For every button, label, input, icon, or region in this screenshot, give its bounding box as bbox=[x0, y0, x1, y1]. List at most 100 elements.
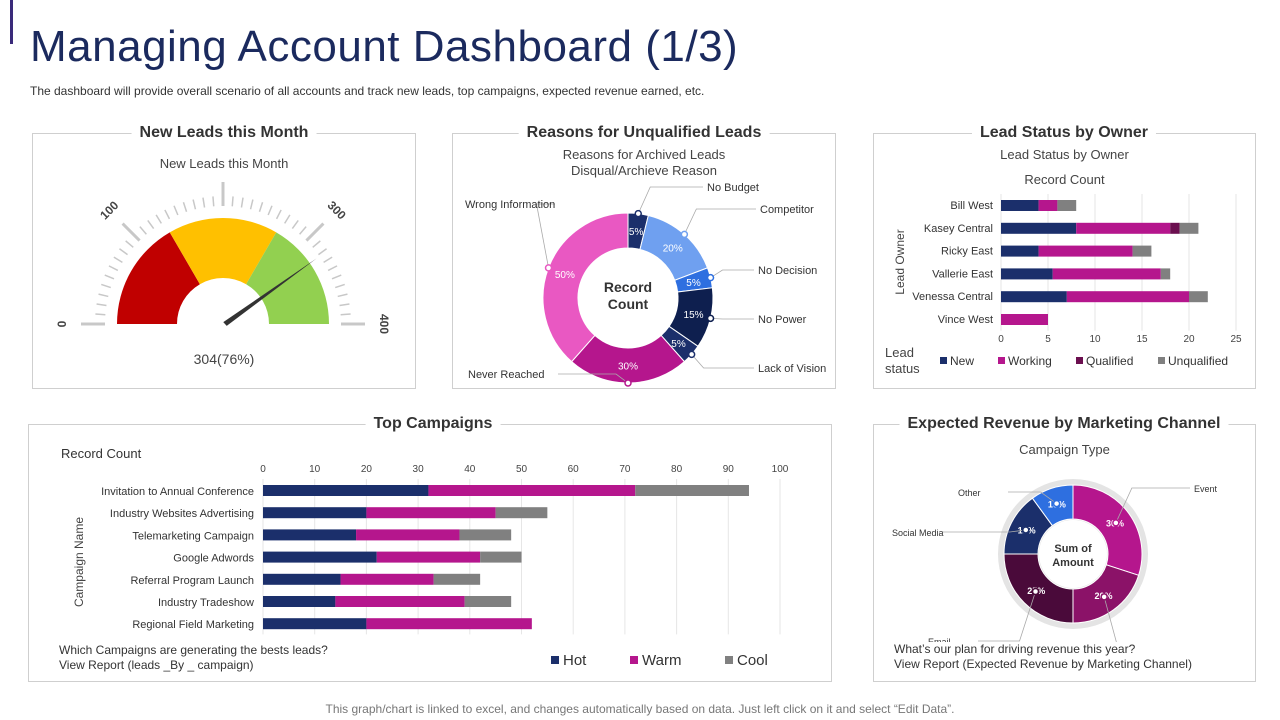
gauge-needle bbox=[223, 258, 317, 326]
owner-category-label: Vallerie East bbox=[932, 268, 993, 280]
owner-bar-working bbox=[1038, 200, 1058, 211]
gauge-band-0 bbox=[117, 232, 200, 324]
gauge-chart[interactable]: 0100200300400 bbox=[33, 174, 413, 374]
campaigns-record-count: Record Count bbox=[61, 446, 142, 461]
campaign-y-axis-label: Campaign Name bbox=[72, 517, 86, 607]
campaign-x-tick: 20 bbox=[361, 464, 373, 475]
reasons-marker bbox=[634, 209, 642, 218]
campaigns-view-report-link[interactable]: View Report (leads _By _ campaign) bbox=[59, 658, 254, 672]
reasons-slice-pct: 5% bbox=[629, 227, 644, 238]
owner-bar-unqualified bbox=[1132, 245, 1152, 257]
unqualified-chart-subtitle: Disqual/Archieve Reason bbox=[571, 163, 717, 178]
gauge-minor-tick bbox=[147, 220, 155, 229]
gauge-minor-tick bbox=[192, 199, 197, 210]
reasons-marker bbox=[706, 314, 715, 323]
revenue-slice-label: Social Media bbox=[892, 528, 944, 538]
gauge-minor-tick bbox=[258, 202, 264, 213]
campaign-bar-hot bbox=[263, 551, 377, 563]
campaign-legend-label: Hot bbox=[563, 652, 587, 669]
gauge-minor-tick bbox=[113, 256, 123, 263]
campaign-bar-cool bbox=[464, 596, 512, 607]
owner-legend-swatch bbox=[998, 357, 1005, 364]
reasons-slice-pct: 5% bbox=[686, 278, 701, 289]
top-campaigns-bar-chart[interactable]: 0 10 20 30 40 50 60 70 80 90 100 Invitation to Annu… bbox=[29, 455, 829, 670]
gauge-tick-label: 0 bbox=[55, 320, 69, 327]
owner-bar-unqualified bbox=[1189, 291, 1208, 303]
gauge-band-2 bbox=[246, 232, 329, 324]
gauge-minor-tick bbox=[164, 209, 171, 220]
gauge-minor-tick bbox=[323, 256, 333, 263]
owner-y-axis-label: Lead Owner bbox=[893, 229, 907, 294]
revenue-leader-line bbox=[1008, 491, 1057, 504]
gauge-title: New Leads this Month bbox=[159, 156, 289, 171]
owner-x-tick: 5 bbox=[1045, 334, 1051, 345]
owner-bar-working bbox=[1052, 268, 1161, 280]
gauge-minor-tick bbox=[299, 226, 307, 235]
gauge-minor-tick bbox=[125, 240, 134, 248]
gauge-minor-tick bbox=[155, 214, 162, 224]
reasons-leader-line bbox=[637, 186, 703, 214]
reasons-slice-pct: 15% bbox=[684, 310, 704, 321]
top-campaigns-panel: Top Campaigns Record Count 0 10 20 30 40 50 60… bbox=[28, 415, 832, 682]
campaign-legend-label: Cool bbox=[737, 652, 768, 669]
owner-legend-label: Working bbox=[1008, 354, 1052, 368]
campaign-bar-cool bbox=[459, 529, 512, 541]
gauge-minor-tick bbox=[240, 197, 244, 208]
campaign-x-tick: 100 bbox=[772, 464, 789, 475]
reasons-marker bbox=[624, 379, 632, 387]
owner-bar-working bbox=[1066, 291, 1189, 303]
gauge-minor-tick bbox=[95, 313, 106, 316]
campaign-bar-hot bbox=[263, 573, 341, 585]
owner-legend-label: New bbox=[950, 354, 974, 368]
reasons-slice-pct: 5% bbox=[671, 339, 686, 350]
revenue-leader-line bbox=[978, 591, 1036, 642]
new-leads-panel-title: New Leads this Month bbox=[131, 124, 317, 142]
revenue-slice-label: Other bbox=[958, 488, 981, 498]
campaign-bar-warm bbox=[366, 618, 532, 630]
gauge-band-1 bbox=[169, 218, 277, 285]
revenue-leader-line bbox=[942, 529, 1026, 533]
page-subtitle: The dashboard will provide overall scena… bbox=[30, 84, 705, 98]
campaign-x-tick: 10 bbox=[309, 464, 321, 475]
gauge-tick-label: 100 bbox=[97, 198, 121, 222]
owner-bar-working bbox=[1076, 222, 1171, 234]
reasons-marker bbox=[687, 350, 696, 359]
revenue-leader-line bbox=[1103, 596, 1117, 642]
lead-status-bar-chart[interactable]: 0 5 10 15 20 25 Bill West Kasey Central Ricky Ea… bbox=[874, 188, 1255, 388]
owner-bar-new bbox=[1001, 291, 1067, 303]
campaign-bar-hot bbox=[263, 507, 367, 519]
gauge-minor-tick bbox=[339, 303, 350, 307]
owner-x-tick: 25 bbox=[1230, 334, 1242, 345]
reasons-slice-pct: 20% bbox=[663, 243, 683, 254]
owner-bar-unqualified bbox=[1057, 200, 1077, 211]
owner-bar-new bbox=[1001, 200, 1039, 211]
owner-bar-unqualified bbox=[1179, 222, 1199, 234]
reasons-slice-pct: 50% bbox=[555, 270, 575, 281]
owner-bar-new bbox=[1001, 245, 1039, 257]
revenue-view-report-link[interactable]: View Report (Expected Revenue by Marketi… bbox=[894, 657, 1192, 671]
owner-legend-swatch bbox=[1076, 357, 1083, 364]
campaign-bar-hot bbox=[263, 529, 357, 541]
campaigns-question: Which Campaigns are generating the bests… bbox=[59, 643, 328, 657]
campaign-category-label: Telemarketing Campaign bbox=[132, 530, 254, 542]
revenue-marker bbox=[1022, 526, 1030, 534]
revenue-center-label-2: Amount bbox=[1052, 557, 1094, 569]
reasons-donut-chart[interactable]: 5% No Budget 20% Competitor 5% No Decision 15%… bbox=[453, 178, 835, 388]
campaign-legend-swatch bbox=[551, 656, 559, 664]
reasons-leader-line bbox=[684, 208, 756, 235]
revenue-marker bbox=[1112, 519, 1120, 527]
gauge-minor-tick bbox=[119, 248, 128, 256]
reasons-slice-label: Competitor bbox=[760, 204, 814, 216]
gauge-minor-tick bbox=[337, 293, 348, 298]
campaign-x-tick: 30 bbox=[413, 464, 425, 475]
revenue-chart-title: Campaign Type bbox=[1019, 442, 1110, 457]
campaign-bar-hot bbox=[263, 596, 336, 607]
gauge-tick-label: 300 bbox=[325, 198, 349, 222]
campaign-x-tick: 50 bbox=[516, 464, 528, 475]
gauge-minor-tick bbox=[139, 226, 147, 235]
revenue-center-label-1: Sum of bbox=[1054, 543, 1092, 555]
reasons-leader-line bbox=[558, 373, 629, 384]
revenue-donut-chart[interactable]: 30%Event20%Web Marketing25%Email15%Socia… bbox=[874, 457, 1255, 642]
gauge-minor-tick bbox=[334, 283, 345, 289]
expected-revenue-panel-title: Expected Revenue by Marketing Channel bbox=[899, 415, 1229, 433]
